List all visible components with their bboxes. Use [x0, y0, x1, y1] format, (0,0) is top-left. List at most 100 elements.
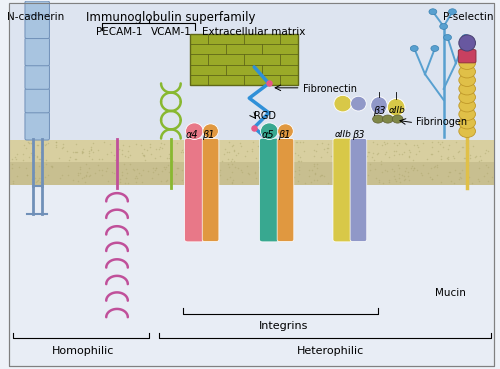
- Point: [434, 139, 442, 145]
- Point: [371, 166, 379, 172]
- Point: [8, 156, 16, 162]
- Point: [204, 163, 212, 169]
- Point: [390, 148, 398, 154]
- FancyBboxPatch shape: [184, 138, 204, 242]
- Point: [85, 148, 93, 154]
- Point: [84, 154, 92, 159]
- Point: [243, 163, 251, 169]
- Point: [120, 153, 128, 159]
- Point: [121, 180, 129, 186]
- Circle shape: [372, 115, 384, 123]
- Point: [245, 171, 253, 177]
- Point: [264, 158, 272, 163]
- Point: [311, 171, 319, 177]
- Point: [148, 169, 156, 175]
- Point: [212, 151, 220, 157]
- Point: [154, 171, 162, 177]
- Circle shape: [444, 35, 452, 40]
- Point: [250, 125, 258, 131]
- Point: [44, 172, 52, 178]
- Point: [58, 172, 66, 178]
- Point: [404, 154, 412, 160]
- Point: [414, 144, 422, 150]
- Point: [204, 172, 212, 178]
- Point: [161, 166, 169, 172]
- Point: [370, 157, 378, 163]
- Point: [224, 161, 232, 167]
- Point: [230, 147, 238, 153]
- Point: [282, 174, 290, 180]
- FancyBboxPatch shape: [10, 3, 494, 140]
- Point: [298, 158, 306, 164]
- Point: [118, 172, 126, 178]
- Text: Integrins: Integrins: [259, 321, 308, 331]
- Point: [156, 146, 164, 152]
- Point: [218, 158, 226, 164]
- Point: [474, 176, 482, 182]
- Point: [350, 151, 358, 157]
- Point: [72, 156, 80, 162]
- Point: [284, 180, 292, 186]
- Point: [256, 165, 264, 170]
- Point: [195, 175, 203, 181]
- Point: [342, 152, 350, 158]
- Point: [268, 143, 276, 149]
- Point: [36, 175, 44, 181]
- Point: [384, 154, 392, 159]
- Point: [196, 162, 203, 168]
- Point: [365, 149, 373, 155]
- Point: [141, 157, 149, 163]
- Point: [374, 177, 382, 183]
- Point: [223, 176, 231, 182]
- Circle shape: [382, 115, 393, 123]
- Point: [156, 153, 164, 159]
- Text: αIIb: αIIb: [334, 130, 351, 139]
- Point: [184, 157, 192, 163]
- Point: [271, 166, 279, 172]
- Point: [132, 175, 140, 181]
- Point: [35, 156, 43, 162]
- Point: [450, 155, 458, 161]
- Point: [94, 162, 102, 168]
- Point: [91, 170, 99, 176]
- Point: [210, 151, 218, 157]
- Point: [38, 150, 46, 156]
- Point: [116, 145, 124, 151]
- Point: [34, 178, 42, 184]
- Point: [327, 154, 335, 159]
- Point: [234, 165, 242, 171]
- Point: [87, 146, 95, 152]
- Point: [475, 158, 483, 163]
- Circle shape: [459, 57, 475, 69]
- Point: [405, 177, 413, 183]
- Point: [419, 162, 427, 168]
- Point: [459, 145, 467, 151]
- Point: [27, 140, 35, 146]
- Point: [178, 166, 186, 172]
- Point: [33, 154, 41, 159]
- Text: Homophilic: Homophilic: [52, 346, 114, 356]
- Point: [436, 179, 444, 185]
- Point: [264, 139, 272, 145]
- Point: [428, 176, 436, 182]
- Circle shape: [392, 115, 403, 123]
- Point: [291, 169, 299, 175]
- Point: [146, 151, 154, 157]
- Point: [414, 142, 422, 148]
- Point: [64, 172, 72, 178]
- Point: [330, 163, 338, 169]
- Point: [402, 141, 410, 146]
- Text: Fibrinogen: Fibrinogen: [416, 117, 467, 127]
- Point: [330, 172, 338, 178]
- Point: [74, 170, 82, 176]
- Point: [372, 176, 380, 182]
- Point: [438, 139, 446, 145]
- Circle shape: [459, 82, 475, 95]
- Point: [424, 156, 432, 162]
- Point: [140, 146, 148, 152]
- Point: [381, 151, 389, 157]
- Point: [87, 147, 95, 153]
- Point: [482, 170, 490, 176]
- Point: [30, 179, 38, 185]
- Point: [213, 151, 221, 157]
